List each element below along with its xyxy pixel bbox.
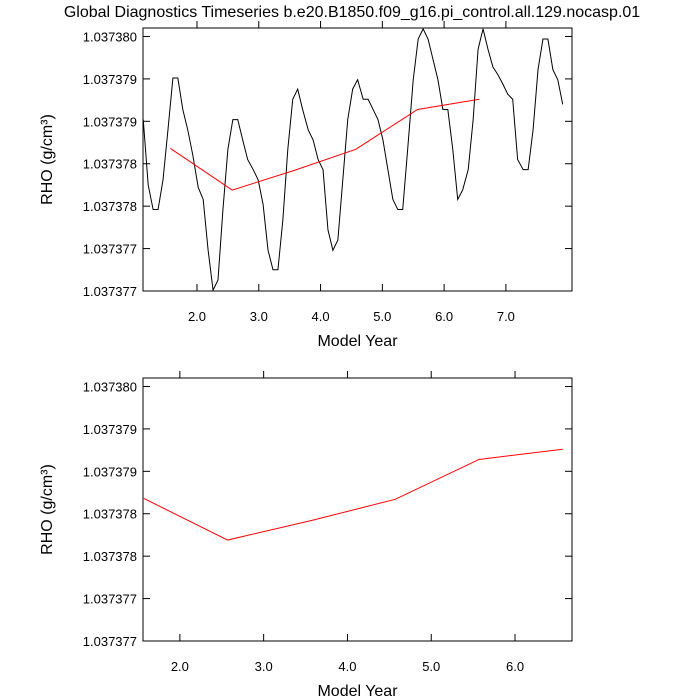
data-line <box>170 98 480 191</box>
x-tick-label: 3.0 <box>250 309 268 324</box>
y-axis-label: RHO (g/cm³) <box>39 464 56 555</box>
data-line <box>143 28 564 291</box>
y-tick-label: 1.037377 <box>83 242 137 257</box>
y-tick-label: 1.037379 <box>83 464 137 479</box>
y-tick-label: 1.037380 <box>83 29 137 44</box>
y-tick-label: 1.037377 <box>83 634 137 649</box>
x-tick-label: 2.0 <box>171 659 189 674</box>
x-tick-label: 7.0 <box>497 309 515 324</box>
x-axis-label: Model Year <box>317 333 398 350</box>
plot-frame <box>142 377 573 642</box>
x-tick-label: 6.0 <box>435 309 453 324</box>
y-tick-label: 1.037379 <box>83 72 137 87</box>
plot-area <box>143 28 564 291</box>
plot-frame <box>142 27 573 292</box>
y-tick-label: 1.037378 <box>83 507 137 522</box>
x-axis-label: Model Year <box>317 683 398 700</box>
x-tick-label: 4.0 <box>338 659 356 674</box>
y-tick-label: 1.037379 <box>83 422 137 437</box>
y-tick-label: 1.037377 <box>83 592 137 607</box>
y-tick-label: 1.037378 <box>83 199 137 214</box>
y-tick-label: 1.037378 <box>83 549 137 564</box>
x-tick-label: 6.0 <box>506 659 524 674</box>
x-tick-label: 4.0 <box>312 309 330 324</box>
y-tick-label: 1.037378 <box>83 157 137 172</box>
x-tick-label: 3.0 <box>255 659 273 674</box>
chart-title: Global Diagnostics Timeseries b.e20.B185… <box>64 4 640 21</box>
x-tick-label: 5.0 <box>422 659 440 674</box>
data-line <box>143 448 563 541</box>
y-axis-label: RHO (g/cm³) <box>39 114 56 205</box>
plot-area <box>143 448 563 541</box>
y-tick-label: 1.037380 <box>83 379 137 394</box>
y-tick-label: 1.037379 <box>83 114 137 129</box>
x-tick-label: 2.0 <box>188 309 206 324</box>
y-tick-label: 1.037377 <box>83 284 137 299</box>
x-tick-label: 5.0 <box>373 309 391 324</box>
